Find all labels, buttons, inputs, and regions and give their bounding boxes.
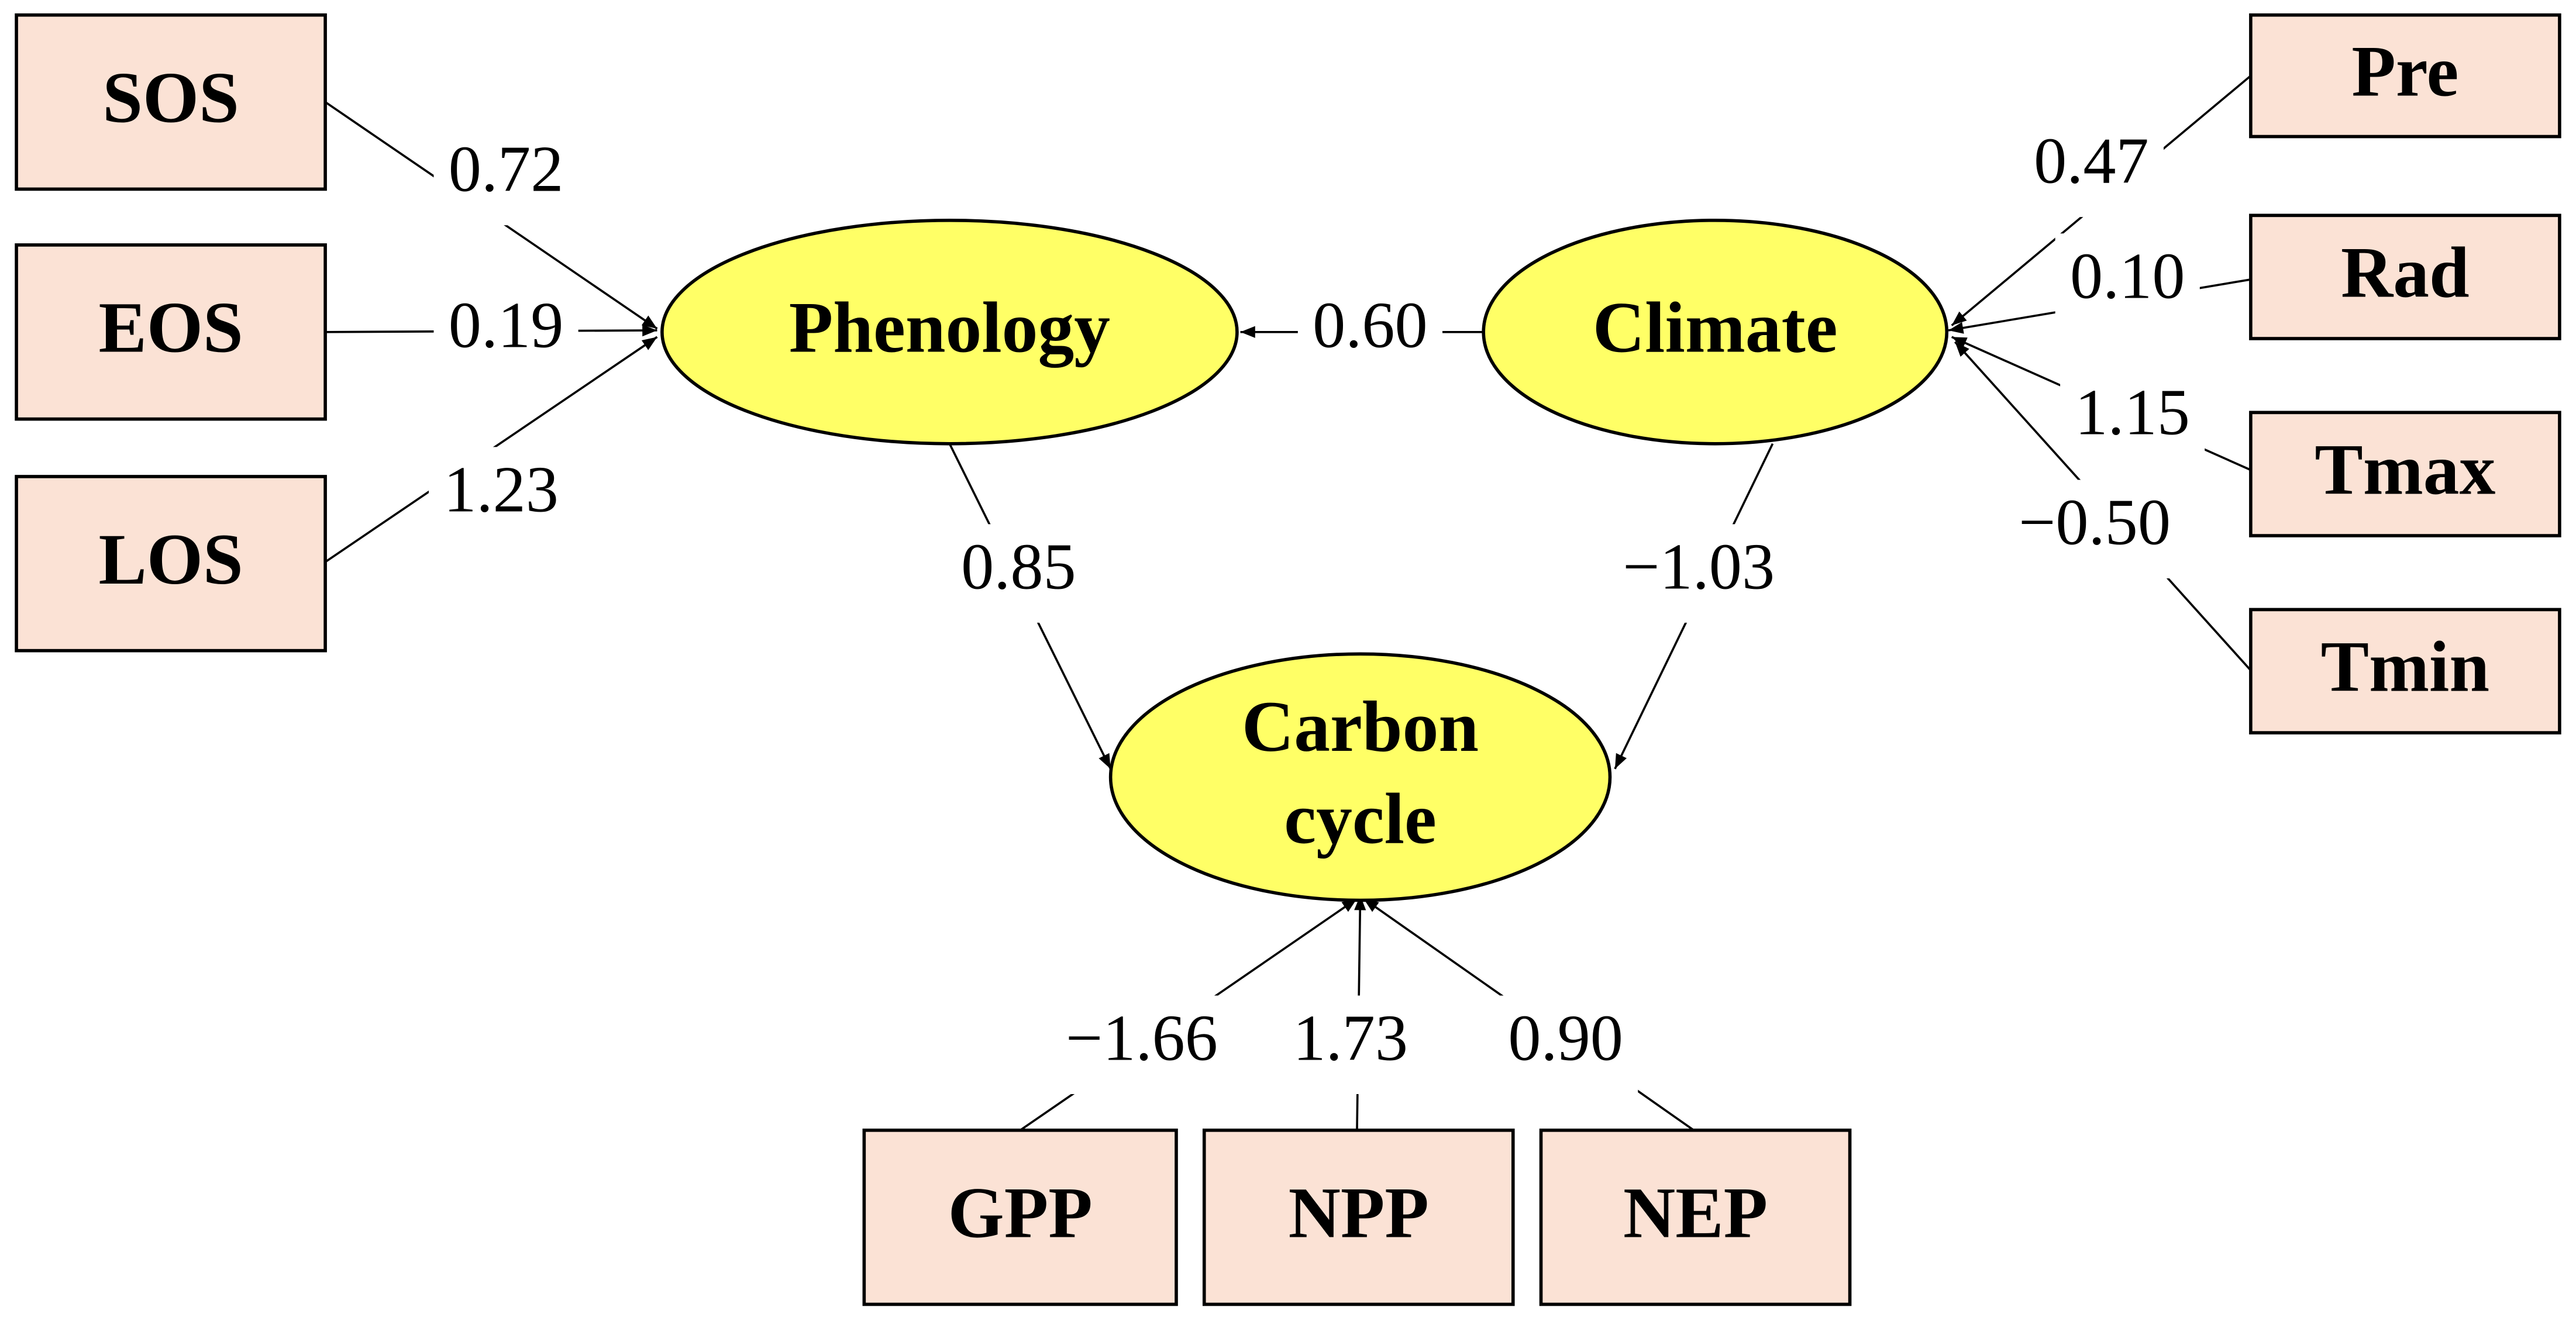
node: Phenology <box>660 218 1239 446</box>
label-backdrop <box>2060 370 2205 468</box>
node: Rad <box>2249 213 2561 340</box>
label-backdrop <box>2006 480 2184 579</box>
path-coefficient: −0.50 <box>2019 487 2171 559</box>
observed-variable-box <box>2249 608 2561 734</box>
path-coefficient: −1.66 <box>1066 1002 1218 1075</box>
label-backdrop <box>1610 524 1788 623</box>
path-coefficient: 1.73 <box>1293 1002 1408 1075</box>
observed-variable-box <box>15 475 327 653</box>
node: NEP <box>1539 1128 1852 1306</box>
observed-variable-box <box>862 1128 1178 1306</box>
node-label: EOS <box>98 288 243 368</box>
path-coefficient: 0.10 <box>2070 240 2185 312</box>
node-label: cycle <box>1284 779 1437 859</box>
label-backdrop <box>429 447 574 546</box>
path-coefficient: 1.15 <box>2075 376 2190 449</box>
node-label: GPP <box>948 1173 1093 1253</box>
label-backdrop <box>1053 995 1231 1094</box>
observed-variable-box <box>2249 213 2561 340</box>
node: Pre <box>2249 13 2561 139</box>
path-coefficient: 1.23 <box>443 453 559 526</box>
path-coefficient: 0.72 <box>449 133 564 206</box>
observed-variable-box <box>1539 1128 1852 1306</box>
path-coefficient: 0.85 <box>961 530 1076 603</box>
node-label: NPP <box>1289 1173 1429 1253</box>
node: Climate <box>1482 218 1949 446</box>
node-label: Carbon <box>1242 687 1479 767</box>
observed-variable-box <box>15 243 327 421</box>
node-label: Phenology <box>789 288 1110 368</box>
node: Carbon cycle <box>1108 652 1612 902</box>
observed-variable-box <box>15 13 327 191</box>
latent-variable-ellipse <box>1108 652 1612 902</box>
latent-variable-ellipse <box>660 218 1239 446</box>
label-backdrop <box>2055 233 2200 332</box>
node-label: Climate <box>1593 288 1838 368</box>
node: NPP <box>1202 1128 1515 1306</box>
path-coefficient: 0.60 <box>1313 289 1428 362</box>
node: EOS <box>15 243 327 421</box>
node: LOS <box>15 475 327 653</box>
label-backdrop <box>946 524 1091 623</box>
path-coefficient: 0.90 <box>1508 1002 1623 1075</box>
label-backdrop <box>1278 995 1423 1094</box>
node: SOS <box>15 13 327 191</box>
label-backdrop <box>1297 282 1443 382</box>
path-coefficient: −1.03 <box>1623 530 1775 603</box>
node-label: Pre <box>2351 32 2458 112</box>
label-backdrop <box>433 282 578 382</box>
node-label: Tmin <box>2321 627 2489 707</box>
latent-variable-ellipse <box>1482 218 1949 446</box>
label-backdrop <box>2019 118 2164 218</box>
node: Tmin <box>2249 608 2561 734</box>
node-label: LOS <box>98 519 243 599</box>
node: Tmax <box>2249 411 2561 537</box>
node-label: NEP <box>1623 1173 1768 1253</box>
label-backdrop <box>1493 995 1638 1094</box>
path-coefficient: 0.19 <box>449 289 564 362</box>
observed-variable-box <box>1202 1128 1515 1306</box>
observed-variable-box <box>2249 411 2561 537</box>
observed-variable-box <box>2249 13 2561 139</box>
label-backdrop <box>433 126 578 226</box>
path-coefficient: 0.47 <box>2034 125 2149 198</box>
node-label: SOS <box>102 58 239 138</box>
edges: 0.72 0.19 1.23 0.47 0.10 1.15 −0.50 0.60 0.85 −1.… <box>325 75 2252 1132</box>
node-label: Tmax <box>2315 430 2495 510</box>
node: GPP <box>862 1128 1178 1306</box>
node-label: Rad <box>2341 233 2470 313</box>
